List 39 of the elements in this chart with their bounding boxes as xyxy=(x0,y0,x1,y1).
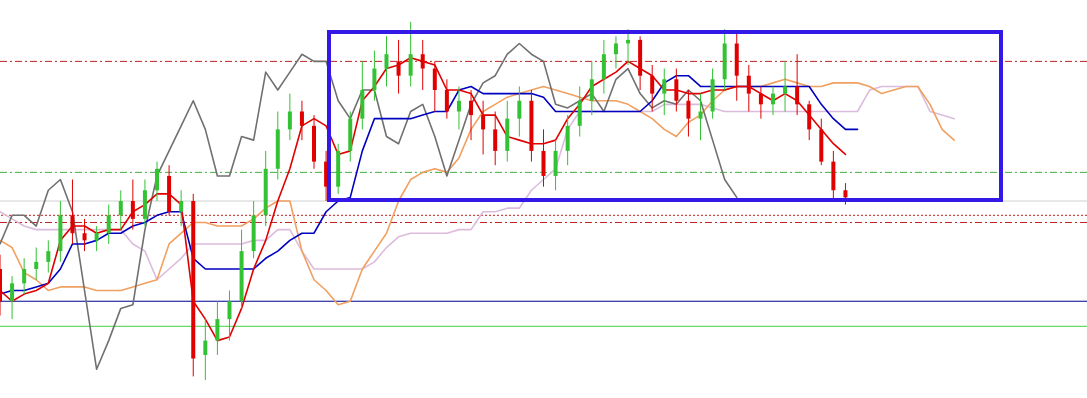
candlestick xyxy=(758,85,763,120)
candlestick xyxy=(698,93,703,141)
candlestick xyxy=(215,300,220,356)
candlestick xyxy=(746,64,751,112)
candlestick xyxy=(517,85,522,138)
candlestick xyxy=(662,68,667,116)
candlestick xyxy=(82,218,87,252)
candlestick xyxy=(456,85,461,130)
candlestick xyxy=(650,64,655,112)
candlestick xyxy=(130,179,135,231)
candlestick xyxy=(444,78,449,120)
candlestick xyxy=(432,60,437,112)
candlestick xyxy=(783,60,788,112)
candlestick xyxy=(70,179,75,245)
candlestick xyxy=(94,225,99,252)
candlestick xyxy=(589,60,594,116)
candlestick xyxy=(770,85,775,116)
candlestick xyxy=(686,89,691,138)
candlestick xyxy=(179,189,184,227)
candlestick xyxy=(287,93,292,141)
candlestick xyxy=(493,111,498,166)
candlestick xyxy=(481,100,486,155)
candlestick xyxy=(408,21,413,87)
candlestick xyxy=(613,35,618,70)
candlestick xyxy=(469,89,474,141)
candlestick xyxy=(384,35,389,87)
candlestick xyxy=(118,189,123,231)
candlestick xyxy=(155,161,160,202)
candlestick xyxy=(299,100,304,141)
candlestick xyxy=(203,318,208,381)
candlestick xyxy=(46,239,51,274)
candlestick xyxy=(10,275,15,320)
candlestick xyxy=(372,50,377,102)
candlestick xyxy=(227,290,232,342)
candlestick xyxy=(34,247,39,281)
candlestick xyxy=(106,204,111,245)
candlestick xyxy=(22,257,27,295)
candlestick xyxy=(843,182,848,206)
candlestick xyxy=(674,68,679,112)
